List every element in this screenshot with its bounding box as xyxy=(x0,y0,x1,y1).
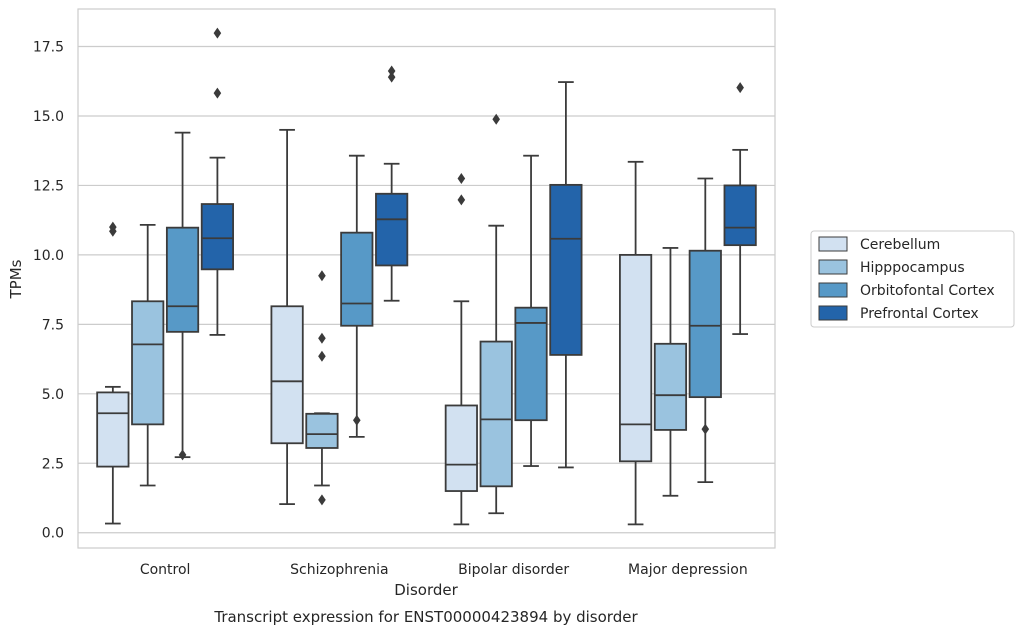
box-iqr xyxy=(444,404,478,492)
box-iqr xyxy=(340,231,374,327)
outlier-marker xyxy=(353,414,361,426)
outlier-marker xyxy=(178,449,187,461)
outlier-marker xyxy=(701,423,710,435)
box-group xyxy=(619,160,653,526)
box-group xyxy=(340,154,374,438)
box-iqr xyxy=(131,300,165,426)
y-tick-label: 10.0 xyxy=(33,248,64,264)
box-iqr xyxy=(200,203,234,271)
box-iqr xyxy=(96,391,130,468)
outlier-marker xyxy=(213,27,222,39)
box-iqr xyxy=(479,340,513,488)
box-iqr xyxy=(653,342,688,431)
y-tick-label: 0.0 xyxy=(42,526,64,542)
outlier-marker xyxy=(387,71,396,83)
box-group xyxy=(305,270,339,506)
box-iqr xyxy=(305,412,339,449)
box-iqr xyxy=(688,249,722,399)
box-group xyxy=(165,131,200,461)
chart-caption: Transcript expression for ENST0000042389… xyxy=(213,608,638,626)
outlier-marker xyxy=(318,270,326,282)
box-group xyxy=(131,223,165,487)
outlier-marker xyxy=(492,113,500,125)
box-group xyxy=(723,82,757,335)
legend: Cerebellum Hipppocampus Orbitofontal Corte… xyxy=(810,230,1015,328)
y-axis-ticks: 0.0 2.5 5.0 7.5 10.0 12.5 15.0 17.5 xyxy=(33,40,64,542)
legend-label: Cerebellum xyxy=(860,237,940,253)
y-tick-label: 17.5 xyxy=(33,40,64,56)
box-group xyxy=(549,81,583,469)
y-tick-label: 12.5 xyxy=(33,178,64,194)
y-tick-label: 7.5 xyxy=(42,317,64,333)
x-axis-label: Disorder xyxy=(394,581,458,599)
x-tick-label: Bipolar disorder xyxy=(458,562,569,578)
y-tick-label: 2.5 xyxy=(42,456,64,472)
box-iqr xyxy=(514,306,548,422)
outlier-marker xyxy=(457,194,466,206)
box-iqr xyxy=(619,253,653,463)
box-iqr xyxy=(270,305,304,445)
outlier-marker xyxy=(318,494,326,506)
box-group xyxy=(200,27,234,336)
boxes xyxy=(96,27,757,526)
legend-label: Orbitofontal Cortex xyxy=(860,283,995,299)
legend-swatch xyxy=(818,259,848,275)
legend-label: Hipppocampus xyxy=(860,260,965,276)
legend-swatch xyxy=(818,282,848,298)
y-tick-label: 15.0 xyxy=(33,109,64,125)
outlier-marker xyxy=(318,332,326,344)
y-axis-label: TPMs xyxy=(7,259,25,299)
x-tick-label: Major depression xyxy=(628,562,748,578)
box-group xyxy=(444,172,478,526)
box-iqr xyxy=(723,184,757,247)
legend-swatch xyxy=(818,305,848,321)
outlier-marker xyxy=(457,172,466,184)
box-iqr xyxy=(165,226,200,333)
legend-swatch xyxy=(818,236,848,252)
outlier-marker xyxy=(736,82,744,94)
box-group xyxy=(375,65,409,302)
box-group xyxy=(479,113,513,515)
y-tick-label: 5.0 xyxy=(42,387,64,403)
outlier-marker xyxy=(213,87,222,99)
box-iqr xyxy=(375,192,409,267)
box-iqr xyxy=(549,183,583,356)
box-group xyxy=(270,128,304,506)
box-group xyxy=(514,154,548,467)
x-tick-label: Schizophrenia xyxy=(290,562,388,578)
box-group xyxy=(653,247,688,497)
plot-frame xyxy=(77,8,776,549)
outlier-marker xyxy=(318,350,326,362)
outlier-marker xyxy=(387,65,396,77)
legend-label: Prefrontal Cortex xyxy=(860,306,979,322)
outlier-marker xyxy=(109,221,117,233)
x-tick-label: Control xyxy=(140,562,191,578)
box-group xyxy=(96,221,130,525)
box-group xyxy=(688,177,722,484)
legend-frame xyxy=(810,230,1015,328)
x-axis-ticks: Control Schizophrenia Bipolar disorder Majo… xyxy=(140,562,748,578)
